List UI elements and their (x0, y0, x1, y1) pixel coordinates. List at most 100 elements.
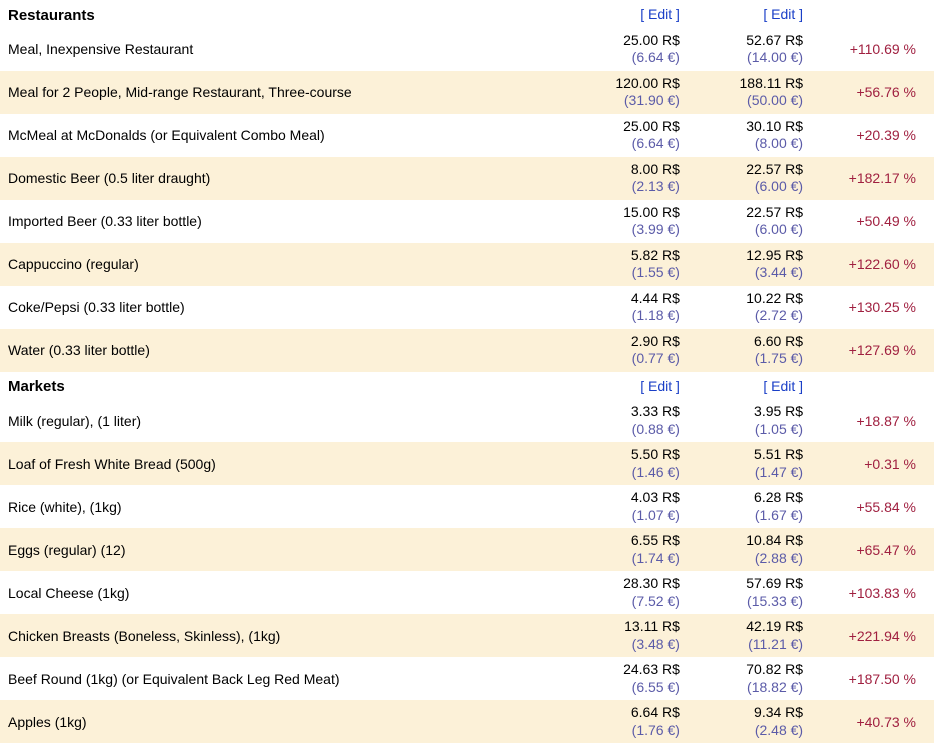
percentage-difference: +0.31 % (821, 442, 934, 485)
price-converted: (2.48 €) (706, 722, 803, 740)
price-city-2: 70.82 R$(18.82 €) (698, 657, 821, 700)
table-row: Coke/Pepsi (0.33 liter bottle)4.44 R$(1.… (0, 286, 934, 329)
price-converted: (1.75 €) (706, 350, 803, 368)
price-city-2: 3.95 R$(1.05 €) (698, 399, 821, 442)
price-city-1: 24.63 R$(6.55 €) (575, 657, 698, 700)
price-city-2: 6.60 R$(1.75 €) (698, 329, 821, 372)
table-row: McMeal at McDonalds (or Equivalent Combo… (0, 114, 934, 157)
item-name: Local Cheese (1kg) (0, 571, 575, 614)
item-name: Eggs (regular) (12) (0, 528, 575, 571)
percentage-difference: +122.60 % (821, 243, 934, 286)
price-main: 3.33 R$ (583, 403, 680, 421)
price-main: 10.22 R$ (706, 290, 803, 308)
table-row: Apples (1kg)6.64 R$(1.76 €)9.34 R$(2.48 … (0, 700, 934, 743)
price-city-2: 57.69 R$(15.33 €) (698, 571, 821, 614)
price-city-1: 15.00 R$(3.99 €) (575, 200, 698, 243)
price-converted: (1.18 €) (583, 307, 680, 325)
section-title: Restaurants (0, 0, 575, 28)
item-name: Apples (1kg) (0, 700, 575, 743)
edit-link-col1[interactable]: [ Edit ] (575, 0, 698, 28)
diff-header-spacer (821, 372, 934, 400)
price-main: 4.44 R$ (583, 290, 680, 308)
price-main: 4.03 R$ (583, 489, 680, 507)
item-name: Imported Beer (0.33 liter bottle) (0, 200, 575, 243)
price-city-2: 30.10 R$(8.00 €) (698, 114, 821, 157)
price-main: 70.82 R$ (706, 661, 803, 679)
table-row: Milk (regular), (1 liter)3.33 R$(0.88 €)… (0, 399, 934, 442)
price-main: 52.67 R$ (706, 32, 803, 50)
edit-link-col2[interactable]: [ Edit ] (698, 0, 821, 28)
price-main: 6.55 R$ (583, 532, 680, 550)
price-converted: (8.00 €) (706, 135, 803, 153)
table-row: Cappuccino (regular)5.82 R$(1.55 €)12.95… (0, 243, 934, 286)
price-city-1: 13.11 R$(3.48 €) (575, 614, 698, 657)
price-city-1: 25.00 R$(6.64 €) (575, 28, 698, 71)
price-main: 5.50 R$ (583, 446, 680, 464)
price-converted: (11.21 €) (706, 636, 803, 654)
price-city-1: 28.30 R$(7.52 €) (575, 571, 698, 614)
price-city-2: 188.11 R$(50.00 €) (698, 71, 821, 114)
price-main: 12.95 R$ (706, 247, 803, 265)
price-city-2: 5.51 R$(1.47 €) (698, 442, 821, 485)
price-converted: (6.00 €) (706, 178, 803, 196)
section-header-row: Markets[ Edit ][ Edit ] (0, 372, 934, 400)
price-converted: (3.44 €) (706, 264, 803, 282)
percentage-difference: +182.17 % (821, 157, 934, 200)
percentage-difference: +56.76 % (821, 71, 934, 114)
price-converted: (1.46 €) (583, 464, 680, 482)
price-city-2: 42.19 R$(11.21 €) (698, 614, 821, 657)
percentage-difference: +110.69 % (821, 28, 934, 71)
price-converted: (6.00 €) (706, 221, 803, 239)
percentage-difference: +55.84 % (821, 485, 934, 528)
cost-comparison-table: Restaurants[ Edit ][ Edit ]Meal, Inexpen… (0, 0, 934, 743)
price-converted: (15.33 €) (706, 593, 803, 611)
table-row: Local Cheese (1kg)28.30 R$(7.52 €)57.69 … (0, 571, 934, 614)
price-main: 120.00 R$ (583, 75, 680, 93)
table-row: Domestic Beer (0.5 liter draught)8.00 R$… (0, 157, 934, 200)
price-converted: (1.67 €) (706, 507, 803, 525)
price-converted: (6.55 €) (583, 679, 680, 697)
price-city-1: 2.90 R$(0.77 €) (575, 329, 698, 372)
price-city-1: 5.82 R$(1.55 €) (575, 243, 698, 286)
edit-link-col1[interactable]: [ Edit ] (575, 372, 698, 400)
item-name: Meal, Inexpensive Restaurant (0, 28, 575, 71)
price-main: 8.00 R$ (583, 161, 680, 179)
item-name: Cappuccino (regular) (0, 243, 575, 286)
price-city-1: 25.00 R$(6.64 €) (575, 114, 698, 157)
price-city-1: 4.03 R$(1.07 €) (575, 485, 698, 528)
percentage-difference: +127.69 % (821, 329, 934, 372)
price-converted: (2.72 €) (706, 307, 803, 325)
diff-header-spacer (821, 0, 934, 28)
table-row: Loaf of Fresh White Bread (500g)5.50 R$(… (0, 442, 934, 485)
percentage-difference: +18.87 % (821, 399, 934, 442)
price-city-2: 22.57 R$(6.00 €) (698, 157, 821, 200)
percentage-difference: +50.49 % (821, 200, 934, 243)
price-city-2: 52.67 R$(14.00 €) (698, 28, 821, 71)
percentage-difference: +103.83 % (821, 571, 934, 614)
price-converted: (3.99 €) (583, 221, 680, 239)
percentage-difference: +20.39 % (821, 114, 934, 157)
price-city-1: 4.44 R$(1.18 €) (575, 286, 698, 329)
percentage-difference: +130.25 % (821, 286, 934, 329)
price-city-2: 6.28 R$(1.67 €) (698, 485, 821, 528)
price-converted: (2.88 €) (706, 550, 803, 568)
price-converted: (6.64 €) (583, 49, 680, 67)
percentage-difference: +65.47 % (821, 528, 934, 571)
edit-link-col2[interactable]: [ Edit ] (698, 372, 821, 400)
price-main: 28.30 R$ (583, 575, 680, 593)
price-main: 6.28 R$ (706, 489, 803, 507)
price-converted: (1.07 €) (583, 507, 680, 525)
table-row: Beef Round (1kg) (or Equivalent Back Leg… (0, 657, 934, 700)
price-main: 22.57 R$ (706, 204, 803, 222)
item-name: McMeal at McDonalds (or Equivalent Combo… (0, 114, 575, 157)
price-city-2: 12.95 R$(3.44 €) (698, 243, 821, 286)
price-converted: (1.76 €) (583, 722, 680, 740)
item-name: Milk (regular), (1 liter) (0, 399, 575, 442)
price-converted: (50.00 €) (706, 92, 803, 110)
price-main: 57.69 R$ (706, 575, 803, 593)
price-main: 25.00 R$ (583, 32, 680, 50)
price-city-1: 3.33 R$(0.88 €) (575, 399, 698, 442)
price-main: 9.34 R$ (706, 704, 803, 722)
price-main: 13.11 R$ (583, 618, 680, 636)
price-city-1: 6.55 R$(1.74 €) (575, 528, 698, 571)
